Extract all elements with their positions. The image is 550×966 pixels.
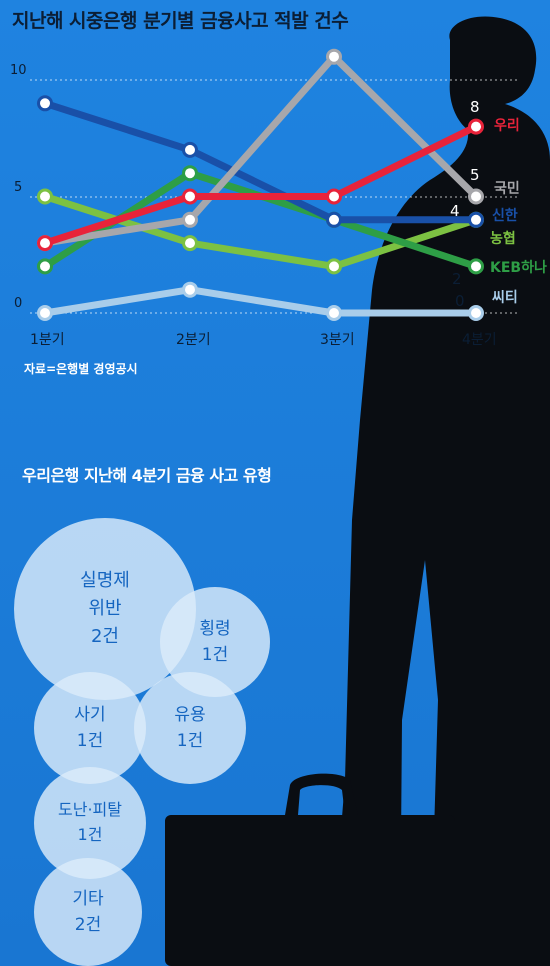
bubble-section-title: 우리은행 지난해 4분기 금융 사고 유형	[22, 466, 272, 485]
chart-title: 지난해 시중은행 분기별 금융사고 적발 건수	[12, 10, 349, 32]
data-point	[182, 165, 198, 182]
bubble-text: 2건	[74, 915, 102, 935]
series-line	[41, 53, 480, 247]
data-point	[182, 141, 198, 158]
bubble-text: 횡령	[199, 618, 231, 639]
x-tick-label: 3분기	[320, 332, 355, 348]
bubble-3: 유용 1건	[134, 672, 246, 784]
data-point	[182, 235, 198, 252]
data-point	[326, 258, 342, 275]
series-name-label: 우리	[494, 118, 520, 134]
bubble-4: 도난·피탈 1건	[34, 767, 146, 879]
series-name-label: 씨티	[492, 290, 518, 306]
bubble-text: 1건	[76, 731, 104, 751]
data-point	[326, 48, 342, 65]
data-point	[468, 305, 484, 321]
bubble-text: 기타	[72, 888, 104, 909]
x-tick-label: 1분기	[30, 332, 65, 348]
series-line	[41, 123, 480, 247]
bubble-text: 1건	[77, 825, 103, 844]
bubble-2: 사기 1건	[34, 672, 146, 784]
bubble-text: 위반	[88, 598, 122, 620]
y-tick-label: 5	[14, 180, 22, 195]
businessman-silhouette	[165, 16, 550, 966]
bubble-text: 1건	[176, 731, 204, 751]
data-point	[182, 188, 198, 205]
series-layer	[37, 48, 484, 321]
end-value-label: 4	[450, 202, 460, 220]
end-value-label: 0	[455, 292, 465, 310]
series-씨티	[37, 281, 484, 321]
labels-layer: 0 5 10 1분기 2분기 3분기 4분기 우리 8 국민 5 신한 4 농협 KEB하나 2 씨티 0	[10, 63, 547, 348]
end-value-label: 5	[470, 166, 480, 184]
bubble-text: 사기	[74, 704, 106, 725]
series-우리	[37, 118, 484, 252]
bubble-text: 도난·피탈	[58, 800, 122, 820]
data-point	[182, 211, 198, 228]
data-point	[326, 211, 342, 228]
data-point	[182, 281, 198, 298]
data-point	[326, 188, 342, 205]
x-tick-label: 4분기	[462, 332, 497, 348]
x-tick-label: 2분기	[176, 332, 211, 348]
data-point	[37, 95, 53, 112]
data-point	[37, 258, 53, 275]
bubble-text: 실명제	[80, 570, 130, 592]
data-point	[468, 118, 484, 135]
series-신한	[37, 95, 484, 228]
series-name-label: 농협	[490, 231, 516, 247]
data-point	[326, 305, 342, 321]
bubble-5: 기타 2건	[34, 858, 142, 966]
data-point	[37, 305, 53, 321]
data-point	[468, 211, 484, 228]
bubble-text: 2건	[90, 625, 119, 647]
y-tick-label: 0	[14, 296, 22, 311]
series-name-label: 신한	[492, 208, 518, 224]
end-value-label: 2	[452, 270, 462, 288]
data-point	[468, 258, 484, 275]
data-point	[468, 188, 484, 205]
series-name-label: KEB하나	[490, 259, 547, 276]
data-point	[37, 235, 53, 252]
series-line	[41, 286, 480, 317]
bubble-text: 1건	[201, 645, 229, 665]
y-tick-label: 10	[10, 63, 27, 78]
end-value-label: 8	[470, 98, 480, 116]
data-point	[37, 188, 53, 205]
series-line	[41, 99, 480, 224]
bubble-text: 유용	[174, 704, 206, 725]
series-name-label: 국민	[494, 180, 520, 197]
source-note: 자료=은행별 경영공시	[24, 362, 138, 376]
